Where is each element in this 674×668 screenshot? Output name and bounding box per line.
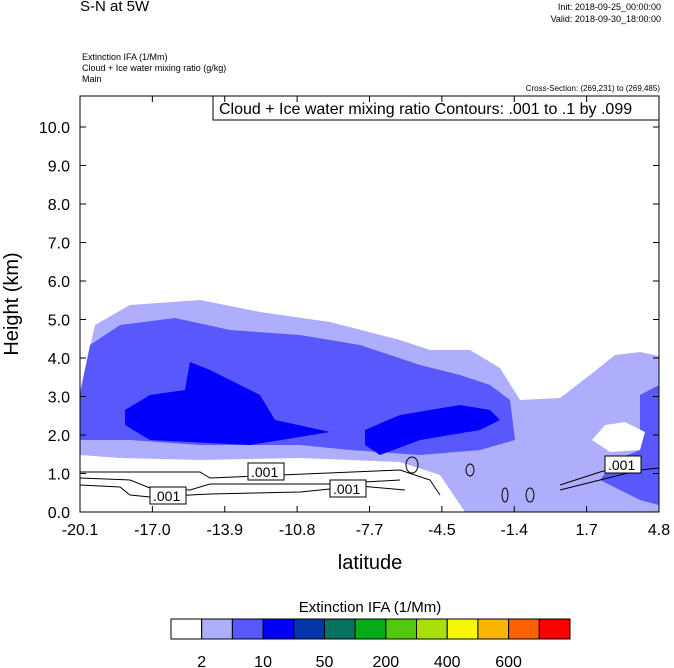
y-axis-label: Height (km)	[1, 252, 23, 355]
contour-label: .001	[251, 464, 278, 480]
colorbar-label: 50	[316, 654, 334, 668]
colorbar-label: 10	[254, 654, 272, 668]
colorbar-swatch	[477, 618, 510, 640]
colorbar-label: 200	[372, 654, 399, 668]
colorbar-label: 600	[495, 654, 522, 668]
cross-section-label: Cross-Section: (269,231) to (269,485)	[525, 84, 660, 93]
plot-title: S-N at 5W	[80, 0, 150, 15]
x-axis-label: latitude	[338, 552, 403, 574]
x-tick-label: 1.7	[576, 522, 598, 539]
fill-level-50	[125, 362, 330, 445]
contour-info-box	[212, 95, 660, 121]
x-tick-label: -4.5	[428, 522, 456, 539]
contour-info: Cloud + Ice water mixing ratio Contours:…	[219, 101, 632, 118]
colorbar-swatch	[446, 618, 479, 640]
colorbar-swatch	[262, 618, 295, 640]
y-tick-label: 8.0	[48, 197, 70, 214]
x-tick-label: -20.1	[62, 522, 99, 539]
white-hole	[592, 422, 645, 452]
colorbar-label: 2	[197, 654, 206, 668]
x-tick-label: -17.0	[134, 522, 171, 539]
y-tick-label: 9.0	[48, 159, 70, 176]
contour-label: .001	[333, 481, 360, 497]
y-tick-label: 3.0	[48, 390, 70, 407]
contour-label: .001	[608, 457, 635, 473]
contour-labels: .001 .001 .001 .001	[149, 455, 642, 505]
field-line-2: Cloud + Ice water mixing ratio (g/kg)	[82, 63, 227, 73]
y-tick-label: 0.0	[48, 505, 70, 522]
colorbar-swatch	[170, 618, 203, 640]
colorbar-swatch	[538, 618, 571, 640]
filled-contours	[80, 300, 659, 512]
field-line-3: Main	[82, 74, 102, 84]
y-tick-label: 1.0	[48, 467, 70, 484]
y-tick-label: 6.0	[48, 274, 70, 291]
y-tick-label: 4.0	[48, 351, 70, 368]
colorbar-swatch	[508, 618, 540, 640]
colorbar-swatch	[416, 618, 448, 640]
colorbar-title: Extinction IFA (1/Mm)	[299, 599, 442, 616]
y-tick-label: 2.0	[48, 428, 70, 445]
fill-level-50-b	[365, 405, 500, 455]
x-tick-label: -13.9	[207, 522, 244, 539]
y-axis: 0.0 1.0 2.0 3.0 4.0 5.0 6.0 7.0 8.0 9.0 10.0	[39, 120, 659, 522]
x-tick-label: -7.7	[356, 522, 384, 539]
contour-label: .001	[153, 488, 180, 504]
colorbar-swatch	[354, 618, 387, 640]
init-time: Init: 2018-09-25_00:00:00	[557, 2, 661, 12]
y-tick-label: 5.0	[48, 313, 70, 330]
colorbar-swatch	[231, 618, 264, 640]
y-tick-label: 7.0	[48, 236, 70, 253]
colorbar-swatch	[201, 618, 233, 640]
colorbar-swatch	[323, 618, 356, 640]
y-tick-label: 10.0	[39, 120, 70, 137]
x-axis: -20.1 -17.0 -13.9 -10.8 -7.7 -4.5 -1.4 1.7 4.8	[62, 96, 670, 539]
x-tick-label: -10.8	[279, 522, 316, 539]
colorbar-swatch	[293, 618, 325, 640]
x-tick-label: -1.4	[500, 522, 528, 539]
valid-time: Valid: 2018-09-30_18:00:00	[550, 14, 661, 24]
colorbar-swatch	[385, 618, 418, 640]
x-tick-label: 4.8	[648, 522, 670, 539]
colorbar-label: 400	[434, 654, 461, 668]
fill-level-10-right	[600, 385, 659, 505]
field-line-1: Extinction IFA (1/Mm)	[82, 52, 168, 62]
colorbar: 2 10 50 200 400 600	[170, 618, 571, 668]
